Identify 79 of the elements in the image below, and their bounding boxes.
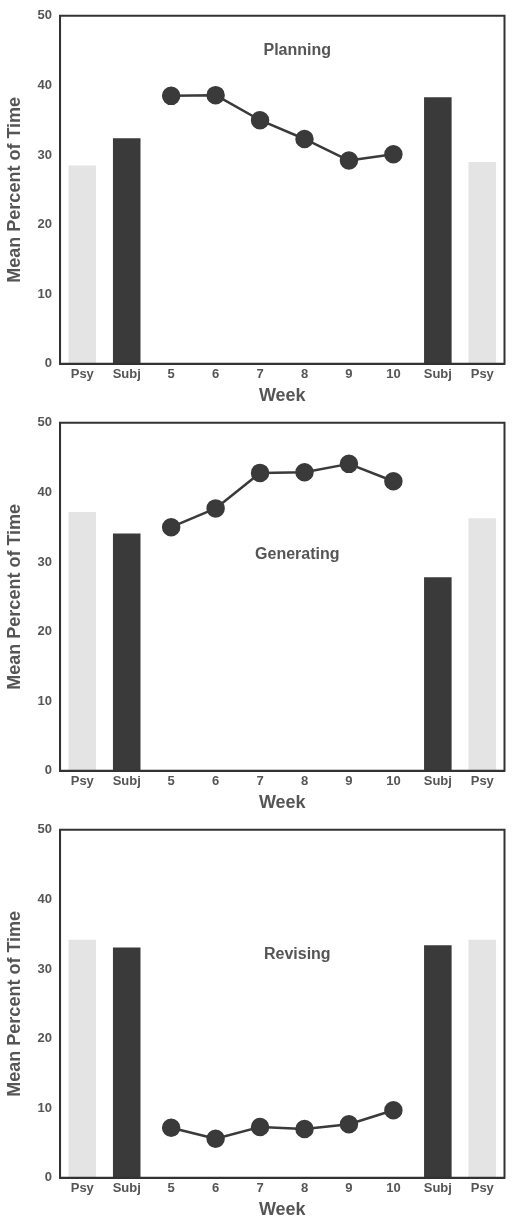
point (206, 499, 225, 518)
y-axis-title: Mean Percent of Time (3, 96, 24, 283)
x-tick-label: Subj (423, 1180, 452, 1196)
y-axis-title: Mean Percent of Time (3, 910, 24, 1097)
y-tick-label: 50 (37, 414, 53, 430)
point (250, 463, 270, 483)
x-tick-label: 5 (167, 1180, 175, 1196)
x-tick-label: 5 (167, 773, 175, 789)
point (295, 462, 314, 482)
text: Generating (255, 545, 340, 563)
x-tick-label: 10 (386, 366, 401, 382)
text: Planning (263, 41, 332, 59)
x-tick-label: 9 (345, 366, 353, 382)
x-tick-label: Psy (470, 366, 495, 382)
x-tick-label: Psy (70, 1180, 95, 1196)
point (206, 1129, 225, 1149)
x-tick-label: 8 (300, 1180, 309, 1196)
x-tick-label: Psy (470, 773, 495, 789)
x-tick-label: 7 (256, 1180, 264, 1196)
point (384, 1101, 403, 1120)
y-tick-label: 20 (37, 1030, 53, 1046)
bar (468, 518, 497, 771)
x-tick-label: 5 (167, 366, 175, 382)
x-tick-label: 8 (300, 366, 309, 382)
point (339, 454, 359, 474)
y-tick-label: 30 (37, 553, 53, 569)
y-tick-label: 20 (37, 623, 53, 639)
y-tick-label: 20 (37, 216, 53, 232)
bar (468, 161, 497, 364)
x-tick-label: Psy (70, 773, 95, 789)
y-tick-label: 10 (37, 692, 53, 708)
point (384, 145, 403, 164)
y-tick-label: 30 (37, 960, 53, 976)
point (250, 1117, 270, 1137)
x-tick-label: Subj (423, 773, 452, 789)
y-tick-label: 10 (37, 1099, 53, 1115)
x-tick-label: 8 (300, 773, 309, 789)
point (384, 472, 403, 491)
bar (68, 511, 97, 771)
point (339, 151, 359, 170)
point (161, 517, 181, 537)
y-axis-title: Mean Percent of Time (3, 503, 24, 690)
x-tick-label: 7 (256, 773, 264, 789)
y-tick-label: 0 (44, 1169, 53, 1185)
y-tick-label: 50 (37, 821, 53, 837)
x-axis-title: Week (258, 792, 307, 813)
point (161, 86, 181, 106)
x-tick-label: Subj (112, 1180, 141, 1196)
x-tick-label: 9 (345, 773, 353, 789)
y-tick-label: 40 (37, 76, 53, 92)
y-tick-label: 40 (37, 890, 53, 906)
x-tick-label: Subj (423, 366, 452, 382)
y-tick-label: 30 (37, 146, 53, 162)
point (339, 1114, 359, 1134)
x-axis-title: Week (258, 385, 307, 406)
x-tick-label: Psy (70, 366, 95, 382)
text: Revising (263, 945, 331, 963)
x-tick-label: 6 (212, 773, 220, 789)
x-tick-label: 10 (386, 1180, 401, 1196)
x-tick-label: 6 (212, 1180, 220, 1196)
x-tick-label: 7 (256, 366, 264, 382)
y-tick-label: 10 (37, 285, 53, 301)
y-tick-label: 0 (44, 762, 53, 778)
bar (68, 165, 97, 364)
x-tick-label: 10 (386, 773, 401, 789)
y-tick-label: 0 (44, 355, 53, 371)
point (295, 1119, 314, 1139)
x-tick-label: 6 (212, 366, 220, 382)
point (295, 129, 314, 149)
x-tick-label: Psy (470, 1180, 495, 1196)
y-tick-label: 50 (37, 7, 53, 23)
point (206, 85, 225, 105)
x-tick-label: Subj (112, 773, 141, 789)
y-tick-label: 40 (37, 483, 53, 499)
point (250, 110, 270, 130)
x-tick-label: Subj (112, 366, 141, 382)
point (161, 1118, 181, 1137)
x-tick-label: 9 (345, 1180, 353, 1196)
x-axis-title: Week (258, 1199, 307, 1220)
